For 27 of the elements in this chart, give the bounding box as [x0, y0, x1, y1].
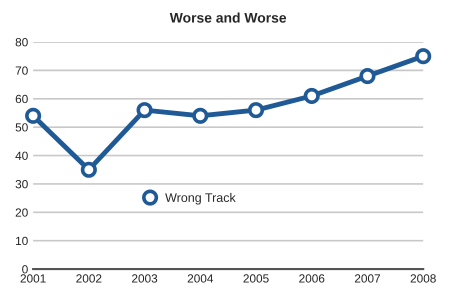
point	[415, 48, 432, 64]
point	[25, 108, 42, 124]
y-tick-label: 80	[16, 38, 28, 46]
x-tick-label: 2002	[76, 274, 102, 283]
point	[359, 68, 376, 84]
point	[304, 88, 320, 104]
x-tick-label: 2005	[243, 274, 269, 283]
chart-title: Worse and Worse	[170, 12, 286, 23]
y-tick-label: 50	[16, 123, 28, 132]
legend-label: Wrong Track	[165, 192, 236, 205]
x-tick-label: 2003	[132, 274, 158, 283]
y-tick-label: 70	[16, 66, 28, 75]
x-tick-label: 2008	[410, 274, 436, 283]
y-tick-label: 30	[16, 180, 28, 188]
x-tick-label: 2006	[299, 274, 324, 283]
point	[80, 162, 97, 178]
point	[248, 102, 264, 118]
x-tick-label: 2007	[354, 274, 380, 283]
point	[136, 102, 153, 118]
y-tick-label: 40	[15, 152, 28, 160]
y-tick-label: 0	[22, 265, 28, 274]
y-tick-label: 10	[16, 236, 28, 246]
y-tick-label: 60	[16, 94, 28, 104]
x-tick-label: 2001	[20, 274, 46, 283]
y-tick-label: 20	[16, 208, 28, 217]
point	[192, 108, 208, 124]
x-tick-label: 2004	[188, 274, 214, 283]
